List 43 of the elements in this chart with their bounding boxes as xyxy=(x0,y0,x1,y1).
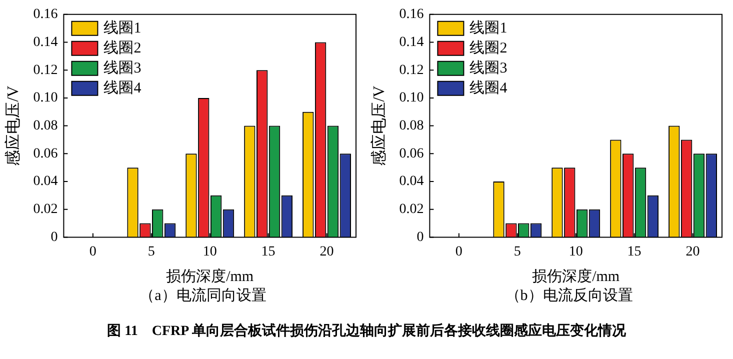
y-tick-label: 0.04 xyxy=(399,174,424,190)
y-tick-label: 0.14 xyxy=(33,34,58,50)
y-tick-label: 0.04 xyxy=(33,174,58,190)
y-tick-label: 0 xyxy=(50,230,58,245)
text: （b）电流反向设置 xyxy=(504,286,634,305)
legend-label: 线圈2 xyxy=(470,39,508,56)
y-tick-label: 0.06 xyxy=(33,146,58,162)
y-tick-label: 0.12 xyxy=(399,62,424,78)
y-tick-label: 0.06 xyxy=(399,146,424,162)
x-tick-label: 0 xyxy=(89,244,96,260)
x-axis-title: 损伤深度/mm xyxy=(166,268,254,285)
x-tick-label: 5 xyxy=(148,244,155,260)
legend-label: 线圈1 xyxy=(470,19,508,36)
y-tick-label: 0.14 xyxy=(399,34,424,50)
y-tick-label: 0.16 xyxy=(399,7,424,22)
legend-label: 线圈4 xyxy=(104,79,142,96)
x-tick-label: 20 xyxy=(686,244,700,260)
y-tick-label: 0.08 xyxy=(399,118,424,134)
x-tick-label: 0 xyxy=(455,244,462,260)
legend-label: 线圈2 xyxy=(104,39,142,56)
legend-label: 线圈3 xyxy=(470,59,508,76)
text: （a）电流同向设置 xyxy=(138,286,268,305)
legend-label: 线圈4 xyxy=(470,79,508,96)
y-tick-label: 0 xyxy=(416,230,424,245)
y-axis-title: 感应电压/V xyxy=(4,85,22,166)
y-tick-label: 0.10 xyxy=(33,90,58,106)
y-tick-label: 0.02 xyxy=(33,202,58,218)
legend-label: 线圈1 xyxy=(104,19,142,36)
x-axis-title: 损伤深度/mm xyxy=(532,268,620,285)
y-tick-label: 0.08 xyxy=(33,118,58,134)
x-tick-label: 15 xyxy=(627,244,642,260)
x-tick-label: 5 xyxy=(514,244,521,260)
x-tick-label: 20 xyxy=(320,244,334,260)
y-tick-label: 0.02 xyxy=(399,202,424,218)
x-tick-label: 15 xyxy=(261,244,276,260)
x-tick-label: 10 xyxy=(568,244,583,260)
y-axis-title: 感应电压/V xyxy=(370,85,388,166)
y-tick-label: 0.12 xyxy=(33,62,58,78)
x-tick-label: 10 xyxy=(202,244,217,260)
y-tick-label: 0.10 xyxy=(399,90,424,106)
caption: 图 11 CFRP 单向层合板试件损伤沿孔边轴向扩展前后各接收线圈感应电压变化情况 xyxy=(106,322,627,340)
legend-label: 线圈3 xyxy=(104,59,142,76)
y-tick-label: 0.16 xyxy=(33,7,58,22)
